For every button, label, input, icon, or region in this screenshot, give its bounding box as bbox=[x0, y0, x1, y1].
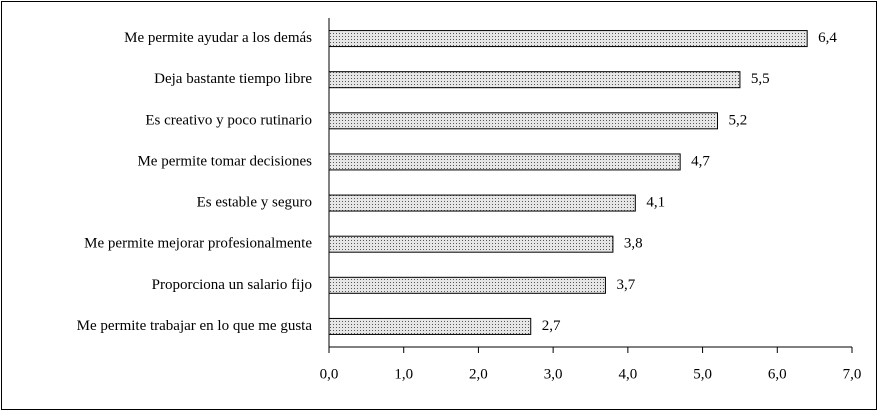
bar bbox=[328, 276, 606, 294]
y-tick-label: Es estable y seguro bbox=[197, 195, 312, 211]
bar bbox=[328, 71, 741, 89]
bar bbox=[328, 235, 614, 253]
value-label: 3,8 bbox=[624, 236, 643, 252]
y-tick-label: Me permite tomar decisiones bbox=[137, 153, 312, 169]
value-label: 2,7 bbox=[542, 318, 561, 334]
bar bbox=[328, 317, 532, 335]
value-label: 4,7 bbox=[691, 153, 710, 169]
x-tick-label: 6,0 bbox=[768, 366, 787, 382]
value-label: 6,4 bbox=[818, 30, 837, 46]
value-label: 5,2 bbox=[729, 112, 748, 128]
x-tick-label: 5,0 bbox=[693, 366, 712, 382]
value-label: 5,5 bbox=[751, 71, 770, 87]
bar bbox=[328, 153, 681, 171]
bar bbox=[328, 194, 636, 212]
y-tick-label: Me permite trabajar en lo que me gusta bbox=[77, 318, 313, 334]
value-label: 4,1 bbox=[646, 195, 665, 211]
x-tick-label: 1,0 bbox=[394, 366, 413, 382]
y-tick-label: Proporciona un salario fijo bbox=[152, 277, 312, 293]
y-tick-label: Me permite ayudar a los demás bbox=[124, 30, 312, 46]
y-tick-label: Es creativo y poco rutinario bbox=[145, 112, 312, 128]
value-label: 3,7 bbox=[616, 277, 635, 293]
y-tick-label: Deja bastante tiempo libre bbox=[154, 71, 312, 87]
x-tick-label: 3,0 bbox=[544, 366, 563, 382]
x-tick-label: 0,0 bbox=[320, 366, 339, 382]
bar bbox=[328, 112, 719, 130]
x-tick-label: 4,0 bbox=[618, 366, 637, 382]
x-tick-label: 2,0 bbox=[469, 366, 488, 382]
y-tick-label: Me permite mejorar profesionalmente bbox=[84, 236, 312, 252]
x-tick-label: 7,0 bbox=[843, 366, 862, 382]
bar bbox=[328, 30, 808, 48]
